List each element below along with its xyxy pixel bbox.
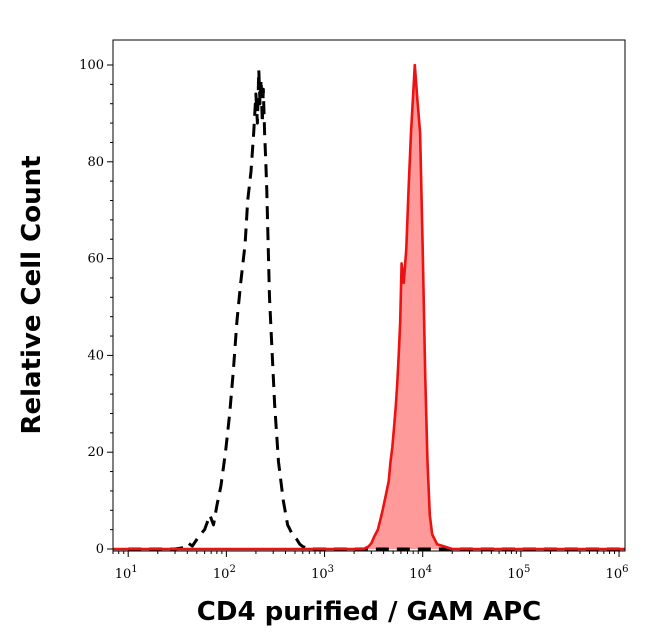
x-tick-label: 106 [606, 564, 629, 582]
y-tick-label: 20 [87, 445, 104, 460]
x-tick-label: 105 [507, 564, 530, 582]
x-tick-label: 102 [213, 564, 236, 582]
plot-frame [112, 39, 626, 552]
y-tick-label: 60 [87, 252, 104, 267]
y-tick-label: 100 [79, 58, 104, 73]
histogram-line-1 [113, 63, 625, 551]
histogram-line-0 [128, 68, 627, 551]
y-tick-label: 0 [96, 542, 104, 557]
y-axis-title: Relative Cell Count [17, 155, 47, 434]
x-tick-label: 103 [311, 564, 334, 582]
x-axis-title: CD4 purified / GAM APC [197, 597, 541, 627]
y-tick-label: 80 [87, 155, 104, 170]
x-tick-label: 104 [409, 564, 432, 582]
x-tick-label: 101 [115, 564, 138, 582]
histogram-fill-1 [113, 65, 625, 549]
y-tick-label: 40 [87, 348, 104, 363]
